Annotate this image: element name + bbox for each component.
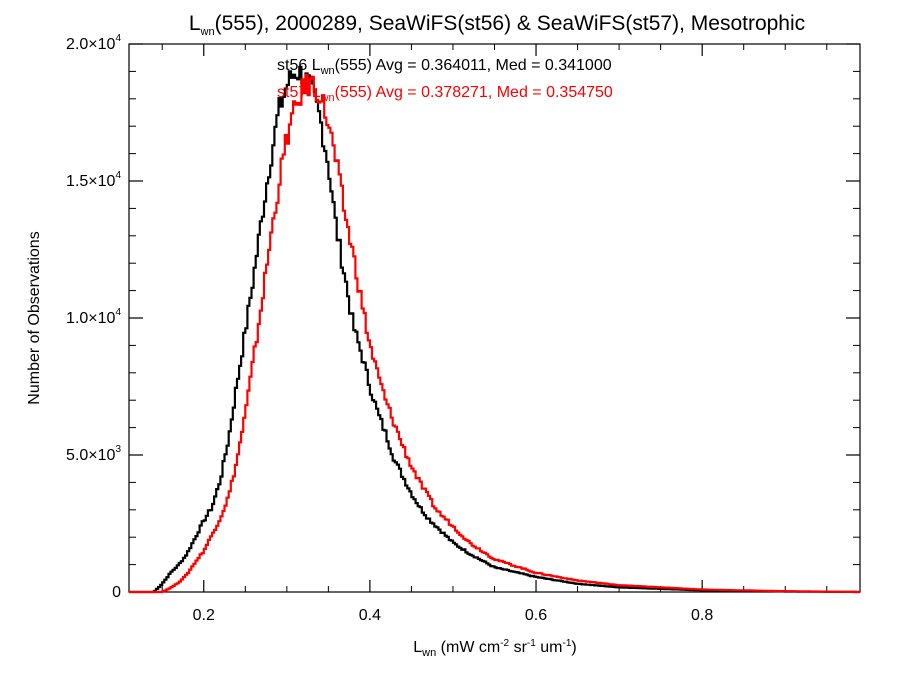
y-tick-exponent: 4 [115,33,121,44]
y-tick-label: 5.0×103 [66,444,121,464]
y-tick-mantissa: 1.0×10 [66,310,115,327]
x-label-part: -1 [562,638,571,649]
annotation-subscript: wn [320,65,335,77]
annotation-text: st57 L [277,84,321,101]
y-tick-exponent: 4 [115,307,121,318]
x-label-part: sr [509,639,527,656]
y-tick-label: 1.0×104 [66,307,121,327]
x-axis-label: Lwn (mW cm-2 sr-1 um-1) [413,638,576,659]
y-tick-mantissa: 5.0×10 [66,447,115,464]
title-text: (555), 2000289, SeaWiFS(st56) & SeaWiFS(… [215,12,806,35]
axis-ticks: 0.2 0.4 0.6 0.805.0×1031.0×1041.5×1042.0×10… [66,33,860,624]
y-tick-label: 2.0×104 [66,33,121,53]
title-text: L [189,12,201,35]
x-tick-label: 0.4 [359,607,381,624]
y-tick-exponent: 4 [115,170,121,181]
annotation-subscript: wn [320,92,335,104]
x-label-part: ) [571,639,576,656]
series-line-2 [129,73,860,594]
annotations: st56 Lwn(555) Avg = 0.364011, Med = 0.34… [277,57,613,104]
annotation-text: st56 L [277,57,321,74]
y-tick-exponent: 3 [115,444,121,455]
x-label-part: um [536,639,563,656]
x-label-part: L [413,639,422,656]
annotation-text: (555) Avg = 0.378271, Med = 0.354750 [335,84,613,101]
chart-title: Lwn(555), 2000289, SeaWiFS(st56) & SeaWi… [189,12,805,38]
x-label-part: -2 [500,638,509,649]
annotation-1: st56 Lwn(555) Avg = 0.364011, Med = 0.34… [277,57,612,77]
x-tick-label: 0.8 [691,607,713,624]
title-subscript: wn [200,26,215,38]
y-tick-mantissa: 2.0×10 [66,36,115,53]
x-label-part: -1 [527,638,536,649]
series-line-1 [129,65,860,594]
y-tick-mantissa: 1.5×10 [66,173,115,190]
y-tick-mantissa: 0 [112,584,121,601]
y-axis-label: Number of Observations [26,231,43,404]
x-tick-label: 0.2 [193,607,215,624]
series-layer [129,65,860,594]
x-label-part: (mW cm [436,639,500,656]
y-tick-label: 1.5×104 [66,170,121,190]
y-tick-label: 0 [112,584,121,601]
annotation-text: (555) Avg = 0.364011, Med = 0.341000 [335,57,612,74]
x-label-part: wn [421,647,436,659]
annotation-2: st57 Lwn(555) Avg = 0.378271, Med = 0.35… [277,84,613,104]
plot-frame [128,43,861,593]
x-tick-label: 0.6 [525,607,547,624]
